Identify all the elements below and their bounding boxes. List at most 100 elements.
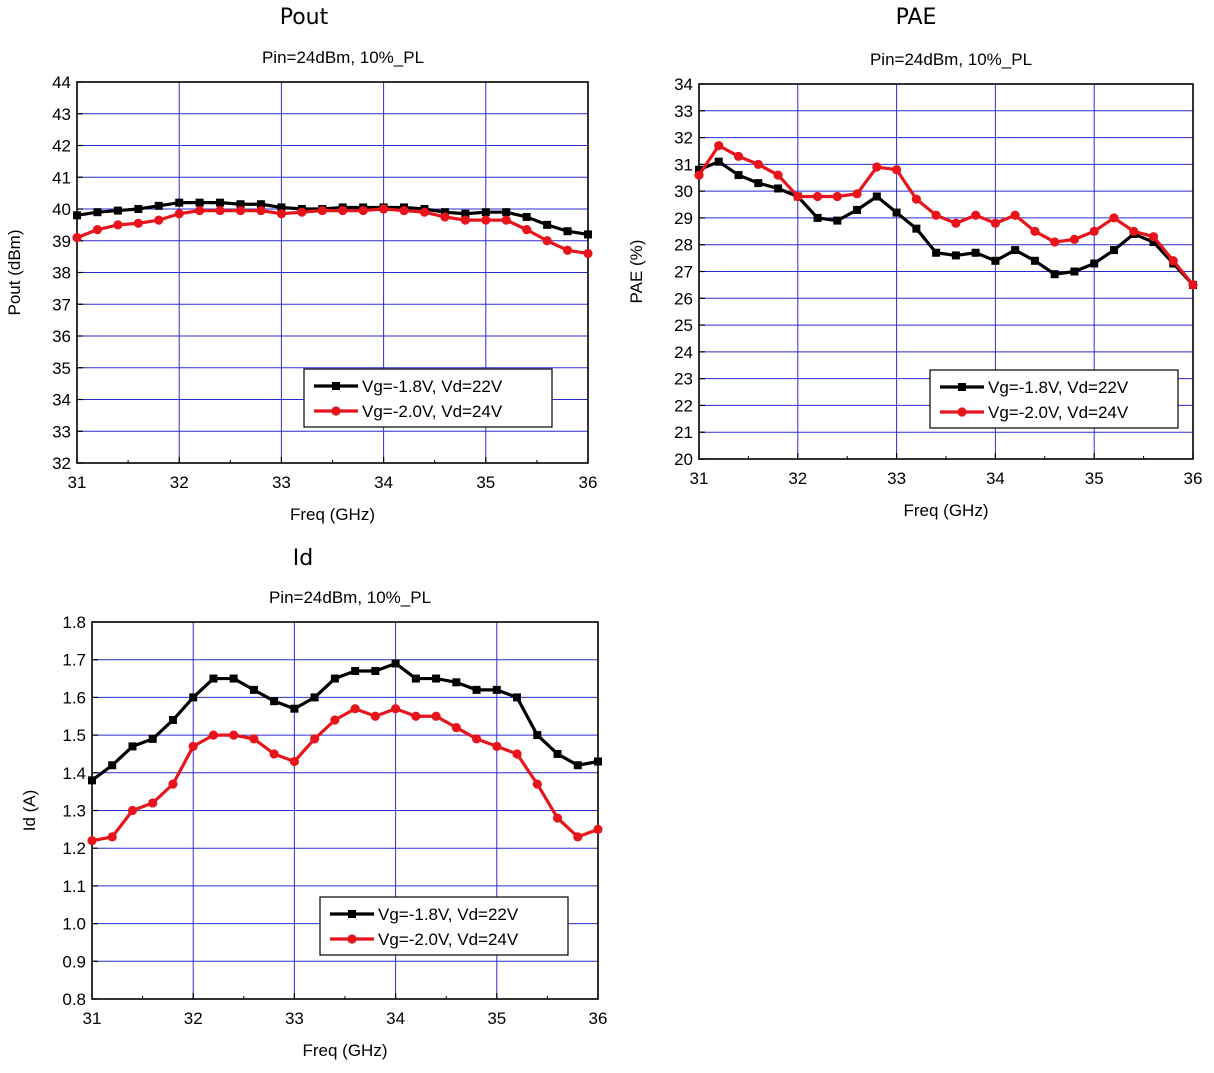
series-2 — [72, 204, 593, 259]
y-tick-label: 35 — [52, 359, 71, 378]
x-tick-label: 36 — [579, 473, 598, 492]
chart-title: Id — [292, 546, 314, 571]
data-point — [92, 225, 103, 235]
data-point — [793, 191, 803, 202]
y-tick-label: 44 — [52, 73, 71, 92]
data-point — [209, 674, 218, 683]
y-tick-label: 1.3 — [62, 802, 86, 821]
data-point — [188, 741, 198, 752]
x-tick-label: 34 — [386, 1009, 405, 1028]
pout-plot: 31 32 33 34 35 3632333435363738394041424344Fr… — [5, 73, 598, 524]
data-point — [481, 208, 490, 217]
y-tick-label: 25 — [674, 316, 693, 335]
data-point — [338, 205, 348, 216]
legend-marker — [958, 383, 966, 391]
data-point — [236, 200, 245, 209]
data-point — [911, 194, 921, 204]
data-point — [350, 704, 360, 714]
id-plot: 31 32 33 34 35 36 0.8 0.9 1.0 1.1 1.2 1.3 1.4 1.5 1.6 1… — [20, 613, 607, 1060]
y-tick-label: 1.6 — [62, 688, 86, 707]
series-1 — [88, 659, 602, 785]
data-point — [371, 667, 380, 676]
data-point — [229, 674, 238, 683]
y-tick-label: 33 — [674, 102, 693, 121]
data-point — [330, 715, 340, 725]
data-point — [113, 220, 123, 230]
data-point — [461, 209, 470, 218]
data-point — [553, 749, 562, 758]
y-tick-label: 1.2 — [62, 839, 86, 858]
x-tick-label: 36 — [1184, 469, 1203, 488]
data-point — [1030, 256, 1039, 265]
data-point — [1129, 226, 1139, 236]
data-point — [1030, 226, 1040, 236]
data-point — [573, 832, 583, 842]
data-point — [1109, 213, 1119, 223]
y-tick-label: 39 — [52, 232, 71, 251]
data-point — [522, 225, 532, 235]
series-line — [697, 144, 1195, 286]
y-tick-label: 1.8 — [62, 613, 86, 632]
data-point — [832, 191, 842, 202]
data-point — [440, 208, 449, 217]
data-point — [694, 170, 704, 180]
data-point — [128, 742, 137, 751]
data-point — [256, 205, 266, 216]
x-tick-label: 35 — [476, 473, 495, 492]
data-point — [195, 198, 204, 207]
data-point — [189, 693, 198, 702]
data-point — [1050, 270, 1059, 279]
y-tick-label: 29 — [674, 209, 693, 228]
y-tick-label: 22 — [674, 396, 693, 415]
data-point — [215, 205, 225, 216]
data-point — [872, 192, 881, 201]
y-tick-label: 34 — [52, 391, 71, 410]
series-1 — [695, 157, 1197, 289]
y-tick-label: 32 — [674, 129, 693, 148]
data-point — [1148, 232, 1159, 242]
data-point — [1069, 234, 1080, 244]
data-point — [892, 165, 902, 175]
series-line — [91, 707, 599, 843]
data-point — [432, 674, 441, 683]
data-point — [471, 734, 482, 744]
data-point — [971, 210, 981, 220]
y-tick-label: 40 — [52, 200, 71, 219]
data-point — [399, 205, 409, 216]
legend-box — [929, 369, 1179, 429]
y-tick-label: 42 — [52, 137, 71, 156]
data-point — [289, 756, 299, 767]
y-tick-label: 30 — [674, 182, 693, 201]
chart-title: PAE — [895, 5, 937, 30]
data-point — [1090, 259, 1099, 268]
data-point — [127, 805, 138, 816]
data-point — [522, 212, 531, 221]
x-tick-label: 32 — [184, 1009, 203, 1028]
data-point — [358, 205, 368, 216]
data-point — [379, 204, 389, 214]
y-tick-label: 20 — [674, 450, 693, 469]
legend-marker — [331, 406, 341, 416]
data-point — [310, 693, 319, 702]
data-point — [256, 200, 265, 209]
y-tick-label: 27 — [674, 263, 693, 282]
data-point — [733, 151, 744, 161]
series-2 — [87, 704, 603, 846]
data-point — [370, 711, 380, 721]
y-tick-label: 43 — [52, 105, 71, 124]
y-tick-label: 37 — [52, 295, 71, 314]
data-point — [734, 171, 743, 180]
data-point — [472, 685, 481, 694]
x-tick-label: 31 — [690, 469, 709, 488]
data-point — [552, 813, 563, 823]
data-point — [317, 205, 327, 216]
y-tick-label: 32 — [52, 454, 71, 473]
data-point — [452, 678, 461, 687]
data-point — [695, 165, 703, 174]
y-tick-label: 28 — [674, 236, 693, 255]
data-point — [714, 157, 723, 166]
data-point — [512, 749, 522, 759]
y-tick-label: 1.1 — [62, 877, 86, 896]
y-tick-label: 24 — [674, 343, 693, 362]
x-tick-label: 35 — [487, 1009, 506, 1028]
